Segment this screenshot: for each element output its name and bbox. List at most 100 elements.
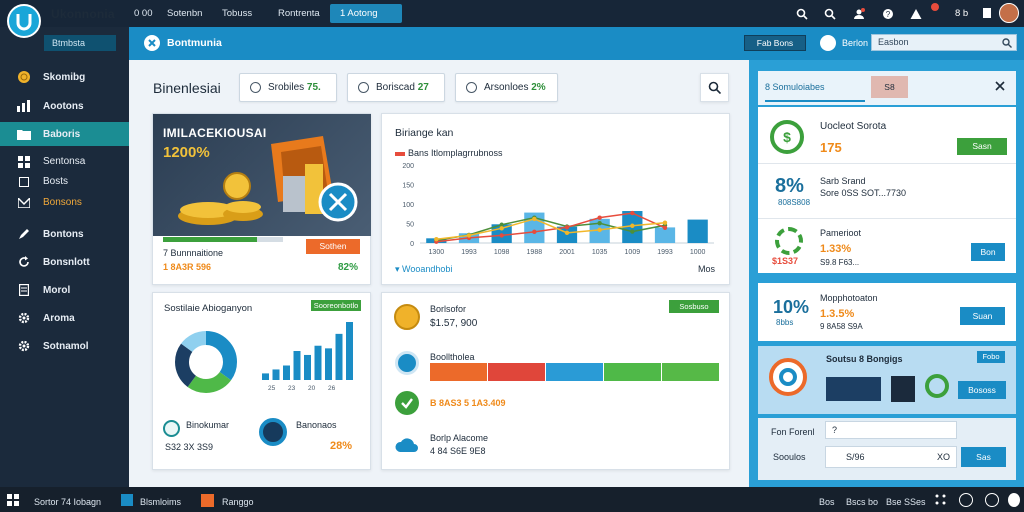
donut-card-badge[interactable]: Sooreonbotlo <box>311 300 361 311</box>
search-input[interactable]: Easbon <box>871 34 1017 51</box>
grid-icon <box>17 155 31 169</box>
taskbar-item-3[interactable]: Ranggo <box>222 497 254 507</box>
taskbar-item-2[interactable]: Blsmloims <box>140 497 182 507</box>
form-input2[interactable]: S/96 XO <box>825 446 957 468</box>
color-segment <box>430 363 487 381</box>
sidebar-item-4[interactable]: Sentonsa <box>0 152 129 171</box>
rcard5-badge[interactable]: Fobo <box>977 351 1005 363</box>
sidebar-item-6[interactable]: Bonsons <box>0 193 129 212</box>
donut-item2-label: Banonaos <box>296 420 337 430</box>
tab-1[interactable]: 0 00 <box>134 8 153 19</box>
taskbar-right-1: Bos <box>819 497 835 507</box>
chart-subtitle-text: Bans Itlomplagrrubnoss <box>408 148 503 158</box>
zoom-icon[interactable] <box>822 6 837 21</box>
pill-label: Boriscad <box>376 82 415 93</box>
tab-secondary[interactable]: S8 <box>871 76 908 98</box>
hero-progress <box>163 237 283 242</box>
square-icon <box>17 175 31 189</box>
tab-active[interactable]: 8 Somuloiabes <box>765 82 865 102</box>
app-logo[interactable] <box>7 4 41 38</box>
tab-2[interactable]: Sotenbn <box>167 8 203 19</box>
account-icon[interactable] <box>1008 493 1020 507</box>
grid-icon[interactable] <box>935 494 946 505</box>
x-tick-label: 1993 <box>461 249 477 256</box>
sidebar-item-9[interactable]: Morol <box>0 278 129 302</box>
color-segment <box>488 363 545 381</box>
sidebar-item-5[interactable]: Bosts <box>0 172 129 191</box>
hero-button[interactable]: Sothen <box>306 239 360 254</box>
rcard1-label: Uocleot Sorota <box>820 121 887 132</box>
donut-item2-value: 28% <box>330 440 353 452</box>
search-icon[interactable] <box>794 6 809 21</box>
circle-icon <box>466 82 477 93</box>
donut-slice <box>175 331 237 393</box>
taskbar-item-1[interactable]: Sortor 74 Iobagn <box>34 497 102 507</box>
main-search-button[interactable] <box>700 73 729 102</box>
form-label2: Sooulos <box>773 452 806 462</box>
form-input1[interactable]: ? <box>825 421 957 439</box>
shield-icon[interactable]: ? <box>880 6 895 21</box>
sidebar-item-10[interactable]: Aroma <box>0 306 129 330</box>
mini-bar-label: 26 <box>328 385 336 390</box>
rcard4-button[interactable]: Suan <box>960 307 1005 325</box>
tab-4[interactable]: Rontrenta <box>278 8 320 19</box>
doc-icon[interactable] <box>983 8 991 18</box>
mini-panel <box>826 377 881 401</box>
taskbar-right-3: Bse SSes <box>886 497 926 507</box>
settings-icon[interactable] <box>985 493 999 507</box>
window-icon[interactable] <box>121 494 133 506</box>
x-tick-label: 1035 <box>592 249 608 256</box>
chart-title: Biriange kan <box>395 127 454 139</box>
sidebar-item-2[interactable]: Aootons <box>0 94 129 118</box>
mini-bar-chart: 25 23 20 26 <box>262 322 353 390</box>
sidebar <box>0 27 129 487</box>
stat-pill-1[interactable]: Srobiles 75. <box>239 73 337 102</box>
y-tick-label: 100 <box>402 202 414 209</box>
list-card-badge[interactable]: Sosbuso <box>669 300 719 313</box>
sidebar-item-label: Sentonsa <box>43 156 86 167</box>
rcard5-button[interactable]: Bososs <box>958 381 1006 399</box>
y-tick-label: 0 <box>410 241 414 248</box>
sidebar-item-8[interactable]: Bonsnlott <box>0 250 129 274</box>
sidebar-search[interactable]: Btmbsta <box>44 35 116 51</box>
start-icon[interactable] <box>7 494 19 506</box>
search-icon[interactable] <box>1002 38 1012 48</box>
tab-5-active[interactable]: 1 Aotong <box>330 4 402 23</box>
close-icon[interactable] <box>995 81 1005 91</box>
app-icon[interactable] <box>201 494 214 507</box>
search-label: Berlon <box>842 38 869 48</box>
sidebar-item-1[interactable]: Skomibg <box>0 65 129 89</box>
inner-ring <box>779 368 797 386</box>
sidebar-item-11[interactable]: Sotnamol <box>0 334 129 358</box>
rcard1-button[interactable]: Sasn <box>957 138 1007 155</box>
hero-subvalue: 1 8A3R 596 <box>163 262 212 272</box>
header-button[interactable]: Fab Bons <box>744 35 806 51</box>
line-point <box>466 233 472 238</box>
list-row1-value: $1.57, 900 <box>430 318 478 329</box>
stat-pill-3[interactable]: Arsonloes 2% <box>455 73 558 102</box>
rcard3-value: 1.33% <box>820 243 852 255</box>
x-tick-label: 1300 <box>429 249 445 256</box>
mini-bar <box>335 333 343 380</box>
user-icon[interactable] <box>851 6 866 21</box>
header-user-icon[interactable] <box>820 35 836 51</box>
y-tick-label: 200 <box>402 163 414 170</box>
sidebar-item-7[interactable]: Bontons <box>0 222 129 246</box>
tab-3[interactable]: Tobuss <box>222 8 253 19</box>
notification-icon <box>931 3 939 11</box>
stat-pill-2[interactable]: Boriscad 27 <box>347 73 445 102</box>
rcard3-label: Pamerioot <box>820 228 862 238</box>
rcard3-button[interactable]: Bon <box>971 243 1005 261</box>
sidebar-item-label: Bonsons <box>43 197 82 208</box>
chart-icon <box>17 99 31 113</box>
form-submit-button[interactable]: Sas <box>961 447 1006 467</box>
sidebar-item-3-active[interactable]: Baboris <box>0 122 129 146</box>
header-logo-icon <box>144 35 160 51</box>
mini-bar-label: 23 <box>288 385 296 390</box>
globe-icon[interactable] <box>959 493 973 507</box>
line-point <box>630 229 635 234</box>
avatar[interactable] <box>999 3 1019 23</box>
line-point <box>597 215 602 220</box>
alert-icon[interactable] <box>908 6 923 21</box>
line-series <box>436 218 666 240</box>
